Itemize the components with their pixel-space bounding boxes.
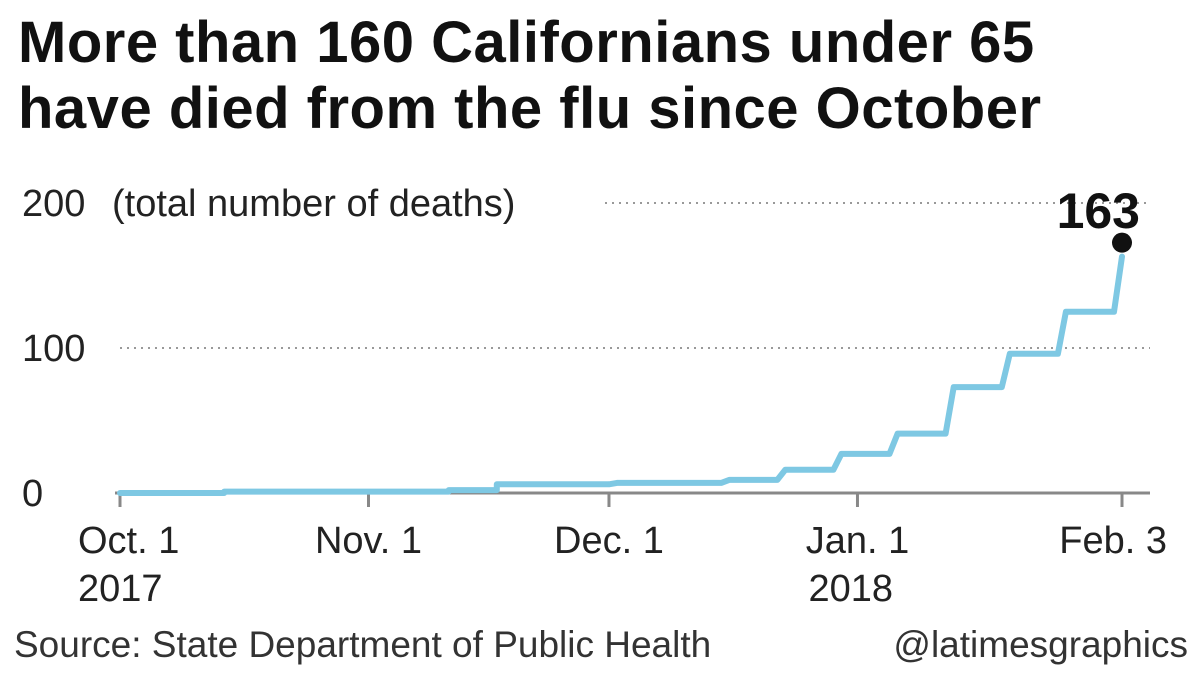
x-tick-label: Dec. 1 [554,520,664,562]
x-tick-year-label: 2017 [78,568,163,610]
endpoint-dot [1112,232,1132,253]
y-axis-title: (total number of deaths) [112,183,515,225]
chart-title-line-1: More than 160 Californians under 65 [18,10,1035,75]
y-axis-labels: 0 100 200 (total number of deaths) [22,183,515,515]
source-note: Source: State Department of Public Healt… [14,624,712,665]
y-tick-label-0: 0 [22,473,43,515]
credit-link[interactable]: @latimesgraphics [893,624,1188,665]
endpoint-value-label: 163 [1057,183,1140,239]
y-tick-label-100: 100 [22,328,85,370]
series-line-0 [117,253,1125,496]
annotation-layer: 163 [1057,183,1140,253]
footer: Source: State Department of Public Healt… [14,620,1188,670]
x-tick-label: Oct. 1 [78,520,179,562]
chart-title-line-2: have died from the flu since October [18,76,1042,141]
series-layer [117,253,1125,496]
x-axis-labels: Oct. 1 2017 Nov. 1 Dec. 1 Jan. 1 2018 Feb. 3 [78,520,1167,610]
x-tick-label: Feb. 3 [1059,520,1167,562]
flu-deaths-chart: 0 100 200 (total number of deaths) Oct. 1 20… [22,183,1167,610]
x-axis [115,491,1150,507]
y-tick-label-200: 200 [22,183,85,225]
chart-title: More than 160 Californians under 65 have… [18,10,1042,142]
x-tick-label: Jan. 1 [806,520,910,562]
x-tick-label: Nov. 1 [315,520,422,562]
x-tick-year-label: 2018 [808,568,893,610]
